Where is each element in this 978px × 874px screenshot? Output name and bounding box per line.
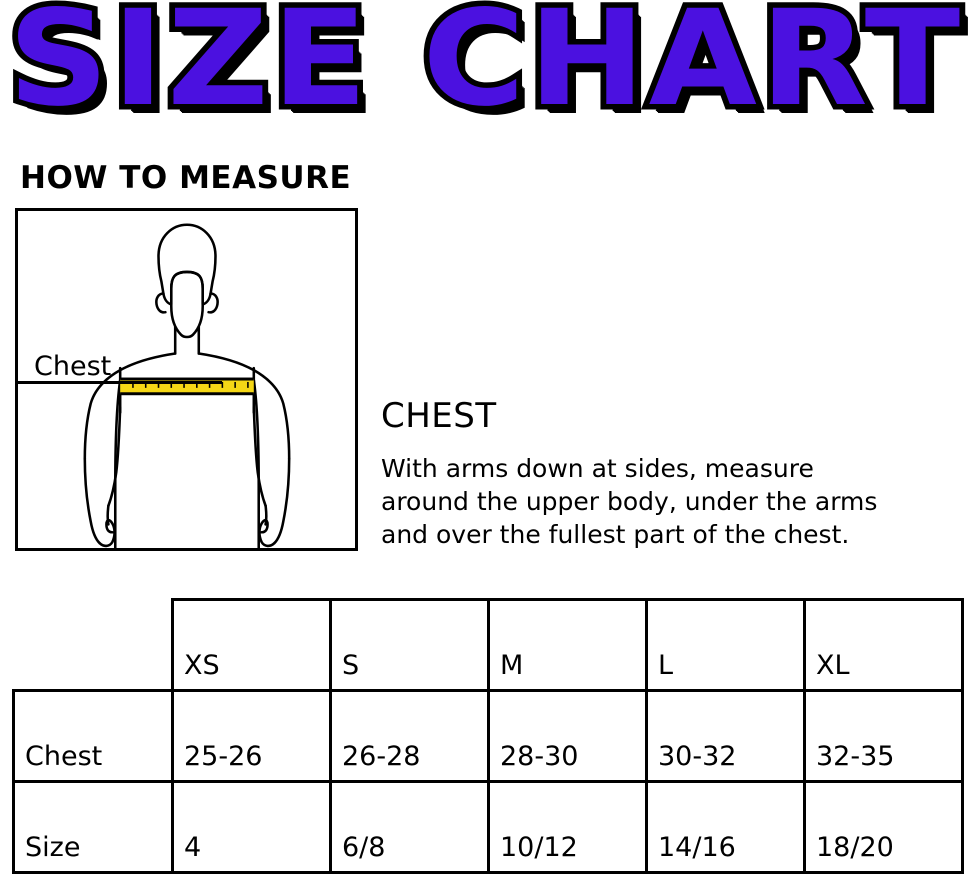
table-header-l: L <box>645 598 806 692</box>
page-title-banner: SIZE CHART <box>0 0 978 150</box>
table-header-xl: XL <box>803 598 964 692</box>
how-to-measure-heading: HOW TO MEASURE <box>20 160 352 196</box>
row-label-size: Size <box>12 780 174 874</box>
cell-chest-xl: 32-35 <box>803 689 964 783</box>
table-header-xs: XS <box>171 598 332 692</box>
chest-description-heading: CHEST <box>381 396 497 436</box>
cell-chest-s: 26-28 <box>329 689 490 783</box>
cell-size-xl: 18/20 <box>803 780 964 874</box>
table-header-s: S <box>329 598 490 692</box>
chest-leader-line <box>17 381 222 384</box>
table-corner-blank <box>14 600 173 691</box>
table-header-m: M <box>487 598 648 692</box>
table-header-row: XS S M L XL <box>14 598 964 692</box>
page-title: SIZE CHART <box>2 0 966 140</box>
body-figure-icon <box>83 223 291 548</box>
table-row: Chest 25-26 26-28 28-30 30-32 32-35 <box>12 689 964 783</box>
table-row: Size 4 6/8 10/12 14/16 18/20 <box>12 780 964 874</box>
cell-chest-m: 28-30 <box>487 689 648 783</box>
cell-size-s: 6/8 <box>329 780 490 874</box>
cell-chest-l: 30-32 <box>645 689 806 783</box>
chest-description-block: CHEST With arms down at sides, measure a… <box>381 394 971 551</box>
cell-size-xs: 4 <box>171 780 332 874</box>
chest-description-body: With arms down at sides, measure around … <box>381 454 878 549</box>
cell-size-l: 14/16 <box>645 780 806 874</box>
cell-size-m: 10/12 <box>487 780 648 874</box>
cell-chest-xs: 25-26 <box>171 689 332 783</box>
row-label-chest: Chest <box>12 689 174 783</box>
size-table: XS S M L XL Chest 25-26 26-28 28-30 30-3… <box>12 598 964 874</box>
measurement-illustration-box <box>15 208 358 551</box>
